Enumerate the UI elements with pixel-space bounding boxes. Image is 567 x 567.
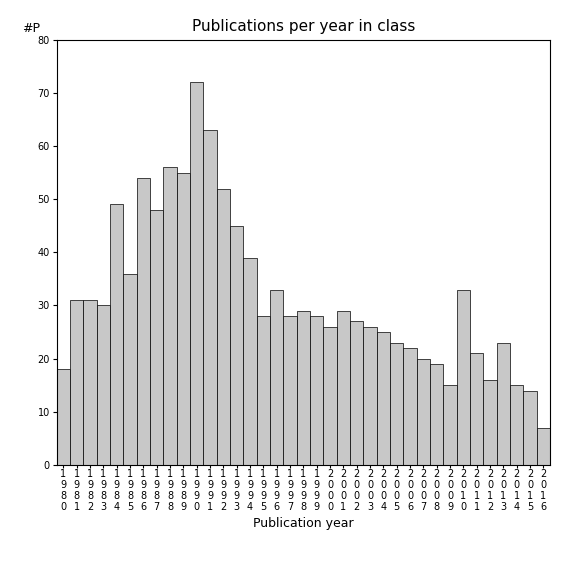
- Bar: [70, 300, 83, 465]
- Bar: [150, 210, 163, 465]
- Text: #P: #P: [22, 23, 40, 35]
- Bar: [403, 348, 417, 465]
- Bar: [230, 226, 243, 465]
- Bar: [523, 391, 536, 465]
- Bar: [363, 327, 376, 465]
- Bar: [124, 274, 137, 465]
- Bar: [177, 172, 190, 465]
- Bar: [443, 385, 456, 465]
- Bar: [470, 353, 483, 465]
- Bar: [137, 178, 150, 465]
- Bar: [456, 290, 470, 465]
- Bar: [217, 188, 230, 465]
- X-axis label: Publication year: Publication year: [253, 517, 354, 530]
- Bar: [483, 380, 497, 465]
- Bar: [390, 342, 403, 465]
- Bar: [536, 428, 550, 465]
- Bar: [257, 316, 270, 465]
- Bar: [510, 385, 523, 465]
- Title: Publications per year in class: Publications per year in class: [192, 19, 415, 35]
- Bar: [190, 82, 204, 465]
- Bar: [376, 332, 390, 465]
- Bar: [430, 364, 443, 465]
- Bar: [337, 311, 350, 465]
- Bar: [350, 321, 363, 465]
- Bar: [417, 358, 430, 465]
- Bar: [310, 316, 323, 465]
- Bar: [97, 306, 110, 465]
- Bar: [243, 257, 257, 465]
- Bar: [323, 327, 337, 465]
- Bar: [284, 316, 297, 465]
- Bar: [110, 205, 124, 465]
- Bar: [163, 167, 177, 465]
- Bar: [270, 290, 284, 465]
- Bar: [83, 300, 97, 465]
- Bar: [57, 369, 70, 465]
- Bar: [204, 130, 217, 465]
- Bar: [297, 311, 310, 465]
- Bar: [497, 342, 510, 465]
